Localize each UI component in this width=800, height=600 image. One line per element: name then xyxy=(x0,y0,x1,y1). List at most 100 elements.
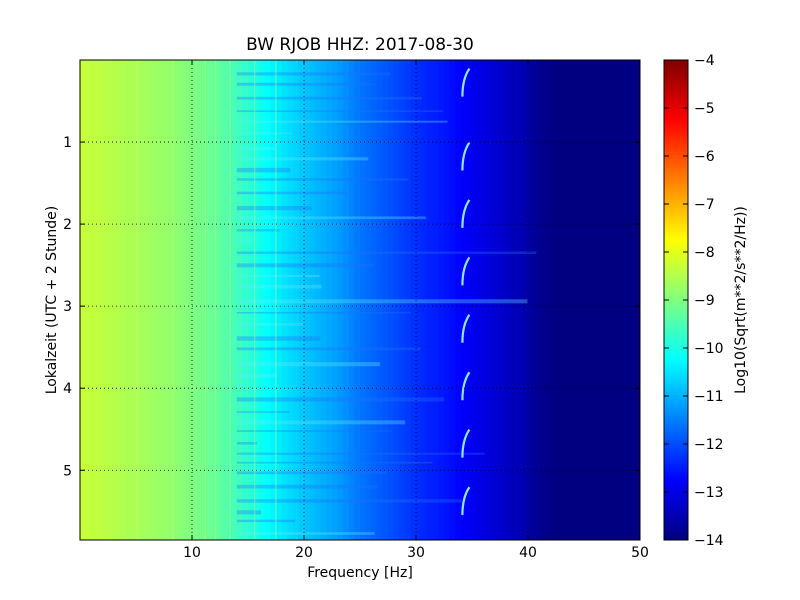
heatmap-cell xyxy=(298,60,305,540)
heatmap-cell xyxy=(281,60,288,540)
heatmap-cell xyxy=(264,60,271,540)
heatmap-cell xyxy=(388,60,394,540)
colorbar-tick-label: −12 xyxy=(694,437,724,453)
y-axis-label: Lokalzeit (UTC + 2 Stunde) xyxy=(44,206,60,395)
heatmap-cell xyxy=(612,60,618,540)
time-band xyxy=(236,430,392,432)
heatmap-cell xyxy=(544,60,551,540)
colorbar-tick-label: −7 xyxy=(694,197,715,213)
y-tick-label: 4 xyxy=(63,381,72,397)
x-axis-label: Frequency [Hz] xyxy=(307,565,413,581)
colorbar-tick-label: −9 xyxy=(694,293,715,309)
heatmap-cell xyxy=(248,60,254,540)
vertical-stripes xyxy=(136,60,277,540)
heatmap-cell xyxy=(556,60,562,540)
time-band xyxy=(236,96,422,100)
time-band xyxy=(236,420,406,425)
time-band xyxy=(236,411,290,413)
time-band xyxy=(236,510,261,515)
time-band xyxy=(236,110,443,113)
time-band xyxy=(236,167,291,173)
narrowband-mark xyxy=(461,314,471,343)
heatmap-cell xyxy=(208,60,215,540)
time-band xyxy=(236,532,375,535)
heatmap-cell xyxy=(376,60,383,540)
heatmap-cell xyxy=(410,60,417,540)
heatmap-cell xyxy=(623,60,630,540)
heatmap-cell xyxy=(108,60,114,540)
plot-frame xyxy=(79,59,641,541)
colorbar-tick-label: −5 xyxy=(694,101,715,117)
heatmap-cell xyxy=(203,60,210,540)
heatmap-cell xyxy=(500,60,506,540)
heatmap-cell xyxy=(584,60,590,540)
heatmap-cell xyxy=(477,60,484,540)
heatmap-cell xyxy=(197,60,204,540)
horizontal-bands xyxy=(236,72,537,535)
grid-lines xyxy=(80,60,640,540)
colorbar-ticks: −4 −5 −6 −7 −8 −9 −10 −11 −12 −13 −14 xyxy=(664,53,724,549)
heatmap-cell xyxy=(416,60,422,540)
heatmap-cell xyxy=(483,60,490,540)
heatmap-cell xyxy=(617,60,624,540)
heatmap-cell xyxy=(449,60,456,540)
heatmap-cell xyxy=(259,60,266,540)
colorbar-tick-label: −4 xyxy=(694,53,715,69)
narrowband-mark xyxy=(461,429,471,458)
heatmap-cell xyxy=(236,60,243,540)
time-band xyxy=(236,132,293,135)
colorbar-tick-label: −13 xyxy=(694,485,724,501)
time-band xyxy=(236,384,245,387)
time-band xyxy=(236,284,322,289)
x-tick-label: 30 xyxy=(407,545,425,561)
heatmap-cell xyxy=(533,60,540,540)
heatmap-cell xyxy=(578,60,585,540)
y-axis-ticks: 1 2 3 4 5 xyxy=(63,135,640,479)
heatmap-cell xyxy=(169,60,176,540)
heatmap-cell xyxy=(393,60,400,540)
heatmap-cell xyxy=(460,60,467,540)
heatmap-cell xyxy=(561,60,568,540)
colorbar-tick-label: −8 xyxy=(694,245,715,261)
heatmap-cell xyxy=(158,60,165,540)
heatmap-cell xyxy=(600,60,607,540)
x-tick-label: 50 xyxy=(631,545,649,561)
heatmap-cell xyxy=(326,60,333,540)
time-band xyxy=(236,274,320,278)
time-band xyxy=(236,323,305,326)
y-tick-label: 5 xyxy=(63,463,72,479)
heatmap-cell xyxy=(214,60,221,540)
heatmap-cell xyxy=(225,60,232,540)
heatmap-cell xyxy=(309,60,316,540)
x-tick-label: 10 xyxy=(183,545,201,561)
heatmap-cell xyxy=(80,60,86,540)
time-band xyxy=(236,373,277,378)
heatmap-cell xyxy=(152,60,159,540)
time-band xyxy=(236,82,376,86)
time-band xyxy=(236,206,312,211)
heatmap-cell xyxy=(91,60,98,540)
time-band xyxy=(236,178,409,181)
time-band xyxy=(236,251,537,254)
heatmap-cell xyxy=(192,60,198,540)
heatmap-cell xyxy=(399,60,406,540)
heatmap-cell xyxy=(365,60,372,540)
time-band xyxy=(236,461,433,464)
heatmap-cell xyxy=(164,60,170,540)
time-band xyxy=(236,216,426,220)
heatmap-cell xyxy=(96,60,103,540)
heatmap-cell xyxy=(628,60,635,540)
y-tick-label: 2 xyxy=(63,217,72,233)
heatmap-cell xyxy=(276,60,282,540)
narrowband-mark xyxy=(461,256,471,286)
heatmap-cell xyxy=(332,60,338,540)
narrowband-mark xyxy=(461,486,471,516)
heatmap-cell xyxy=(270,60,277,540)
heatmap-cell xyxy=(320,60,327,540)
time-band xyxy=(236,452,485,455)
heatmap-cell xyxy=(511,60,518,540)
heatmap-cell xyxy=(231,60,238,540)
heatmap-cell xyxy=(382,60,389,540)
heatmap-cell xyxy=(444,60,450,540)
heatmap-cell xyxy=(147,60,154,540)
